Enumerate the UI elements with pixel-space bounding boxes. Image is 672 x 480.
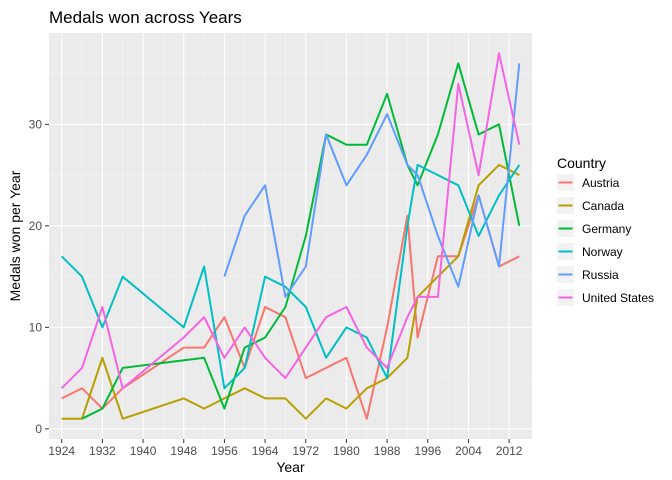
- series-line-russia: [223, 63, 521, 298]
- y-tick-label: 10: [29, 320, 43, 334]
- x-tick-label: 2004: [455, 444, 482, 458]
- minor-gridlines: [49, 33, 532, 439]
- x-tick-label: 1996: [414, 444, 441, 458]
- x-tick-label: 1980: [333, 444, 360, 458]
- x-tick-label: 1956: [211, 444, 238, 458]
- legend-label-norway: Norway: [582, 245, 623, 259]
- series-line-austria: [61, 194, 520, 420]
- legend-label-canada: Canada: [582, 199, 624, 213]
- legend-title: Country: [557, 155, 606, 171]
- legend-label-russia: Russia: [582, 268, 619, 282]
- x-tick-label: 1924: [48, 444, 75, 458]
- y-tick-label: 0: [35, 422, 42, 436]
- x-tick-label: 1948: [170, 444, 197, 458]
- chart-title: Medals won across Years: [49, 8, 242, 27]
- x-axis-title: Year: [276, 459, 305, 475]
- series-lines: [60, 52, 521, 420]
- legend-label-germany: Germany: [582, 222, 631, 236]
- y-axis-title: Medals won per Year: [7, 170, 23, 301]
- series-line-united-states: [60, 52, 521, 390]
- legend-items: Austria Canada Germany Norway Russia United S…: [557, 174, 654, 306]
- x-tick-label: 1964: [252, 444, 279, 458]
- series-line-germany: [81, 62, 521, 420]
- x-tick-label: 1932: [89, 444, 116, 458]
- legend: Country Austria Canada Germany Norway Russia…: [557, 155, 654, 306]
- x-tick-label: 2012: [496, 444, 523, 458]
- x-tick-label: 1972: [292, 444, 319, 458]
- x-axis-ticks: 1924 1932 1940 1948 1956 1964 1972 1980 1988 1996…: [48, 439, 523, 458]
- x-tick-label: 1988: [374, 444, 401, 458]
- series-line-canada: [61, 163, 520, 420]
- y-tick-label: 30: [29, 117, 43, 131]
- legend-label-austria: Austria: [582, 176, 620, 190]
- x-tick-label: 1940: [130, 444, 157, 458]
- legend-label-united-states: United States: [582, 291, 654, 305]
- y-axis-ticks: 0 10 20 30: [29, 117, 49, 436]
- y-tick-label: 20: [29, 219, 43, 233]
